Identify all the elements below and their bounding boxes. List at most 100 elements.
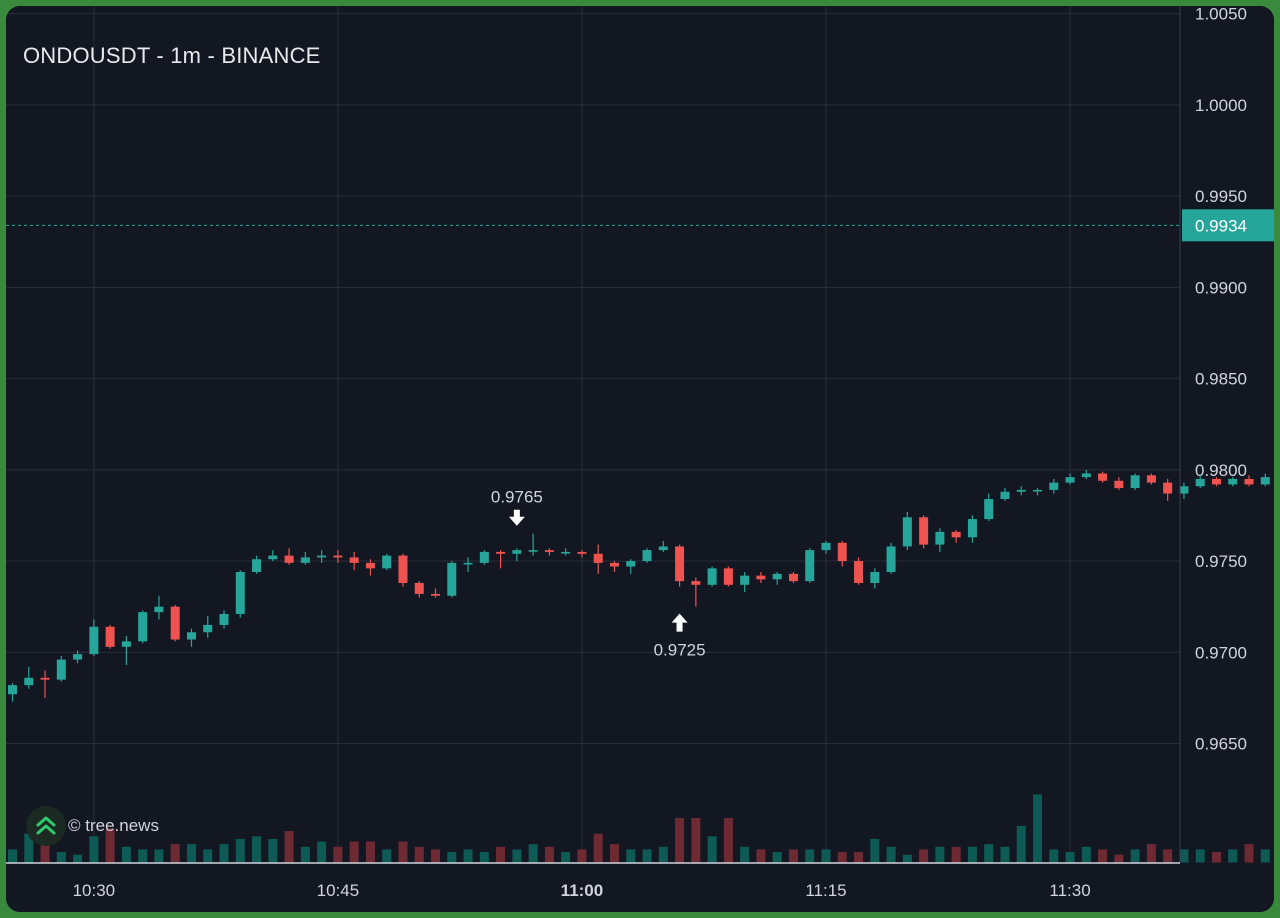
- volume-bar: [1081, 846, 1091, 863]
- candle-up: [8, 685, 17, 695]
- volume-bar: [1179, 849, 1189, 863]
- volume-bar: [886, 846, 896, 863]
- candle-up: [382, 555, 392, 569]
- volume-bar: [1114, 854, 1124, 863]
- volume-bar: [186, 844, 196, 863]
- volume-bar: [626, 849, 636, 863]
- volume-bar: [805, 849, 815, 863]
- candle-down: [1114, 480, 1124, 489]
- candle-up: [1228, 478, 1238, 485]
- candle-up: [121, 641, 131, 647]
- volume-bar: [414, 846, 424, 863]
- candle-down: [398, 555, 408, 583]
- candlestick-chart[interactable]: 1.0050 1.0000 0.9950 0.9900 0.9850 0.9800 0.97…: [6, 6, 1274, 912]
- candle-up: [186, 632, 196, 640]
- volume-bar: [675, 817, 685, 863]
- volume-bar: [740, 846, 750, 863]
- volume-bar: [105, 828, 115, 863]
- volume-bar: [593, 833, 603, 863]
- volume-bar: [919, 849, 929, 863]
- candle-down: [544, 550, 554, 552]
- volume-bar: [300, 846, 310, 863]
- candle-up: [1130, 475, 1140, 489]
- volume-bar: [170, 844, 180, 863]
- volume-bar: [707, 836, 717, 863]
- volume-bar: [967, 846, 977, 863]
- candle-up: [1016, 489, 1026, 492]
- candle-up: [1081, 473, 1091, 478]
- candle-down: [284, 555, 294, 563]
- volume-bar: [1065, 852, 1075, 863]
- candle-up: [268, 555, 278, 560]
- candle-down: [365, 562, 375, 569]
- volume-bar: [382, 849, 392, 863]
- volume-bar: [479, 852, 489, 863]
- volume-bar: [577, 849, 587, 863]
- price-axis-label: 0.9750: [1195, 552, 1247, 571]
- volume-bar: [8, 849, 17, 863]
- volume-bar: [235, 838, 245, 863]
- volume-bar: [203, 849, 213, 863]
- volume-bar: [268, 838, 278, 863]
- time-axis-label: 11:00: [561, 881, 604, 900]
- volume-bar: [138, 849, 148, 863]
- time-axis-label: 11:30: [1049, 881, 1090, 900]
- volume-bar: [1016, 825, 1026, 863]
- chart-title: ONDOUSDT - 1m - BINANCE: [23, 43, 321, 68]
- volume-bar: [219, 844, 229, 863]
- volume-bar: [854, 852, 864, 863]
- candle-up: [740, 575, 750, 585]
- volume-bar: [1163, 849, 1173, 863]
- volume-bar: [1260, 849, 1270, 863]
- candle-up: [805, 550, 815, 582]
- chevron-up-icon: [36, 816, 56, 835]
- candle-down: [788, 573, 798, 582]
- volume-bar: [821, 849, 831, 863]
- candle-up: [24, 677, 34, 686]
- volume-bar: [333, 846, 343, 863]
- candle-up: [642, 550, 652, 562]
- price-axis-label: 1.0000: [1195, 96, 1247, 115]
- candle-down: [1098, 473, 1108, 481]
- candle-up: [300, 557, 310, 563]
- candle-down: [414, 582, 424, 594]
- candle-down: [951, 531, 961, 538]
- candle-up: [772, 573, 782, 580]
- volume-bar: [658, 846, 668, 863]
- candle-down: [40, 677, 50, 680]
- candle-down: [609, 562, 619, 567]
- volume-bar: [1000, 846, 1010, 863]
- candle-up: [252, 559, 262, 573]
- price-axis-label: 0.9900: [1195, 278, 1247, 297]
- volume-bar: [528, 844, 538, 863]
- candle-up: [219, 613, 229, 625]
- candle-up: [902, 517, 912, 547]
- candle-up: [1195, 478, 1205, 487]
- candle-down: [577, 551, 587, 554]
- volume-bar: [154, 849, 164, 863]
- candle-up: [1000, 491, 1010, 500]
- candle-up: [56, 659, 66, 680]
- candle-down: [837, 542, 847, 562]
- candle-up: [138, 612, 148, 642]
- candle-down: [919, 517, 929, 545]
- volume-bar: [837, 852, 847, 863]
- price-axis-label: 0.9950: [1195, 187, 1247, 206]
- volume-bar: [1244, 844, 1254, 863]
- candle-down: [1211, 478, 1221, 485]
- volume-bar: [544, 846, 554, 863]
- tree-news-logo: [26, 806, 66, 846]
- candle-up: [821, 542, 831, 551]
- candle-up: [935, 531, 945, 545]
- volume-bar: [512, 849, 522, 863]
- candle-up: [1049, 482, 1059, 490]
- candle-up: [561, 551, 571, 554]
- volume-bar: [951, 846, 961, 863]
- volume-bar: [870, 838, 880, 863]
- candle-down: [723, 568, 733, 585]
- candle-up: [870, 572, 880, 583]
- volume-bar: [935, 846, 945, 863]
- volume-bar: [89, 836, 99, 863]
- volume-bar: [984, 844, 994, 863]
- volume-bar: [317, 841, 327, 863]
